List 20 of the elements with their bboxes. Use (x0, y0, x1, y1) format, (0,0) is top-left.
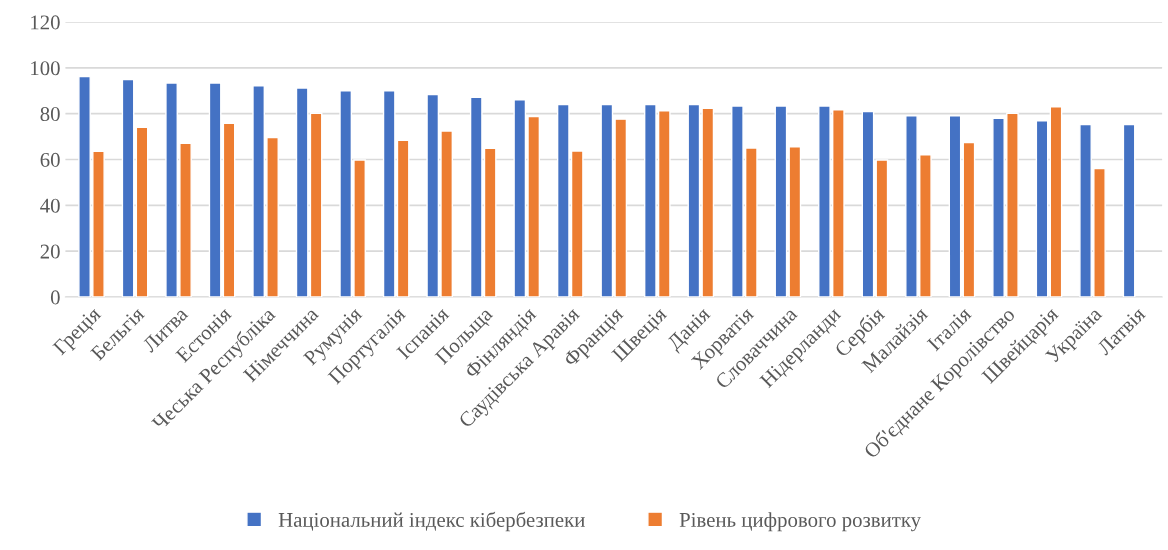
y-tick-label: 100 (31, 61, 60, 76)
bar (875, 159, 889, 297)
bar (1035, 120, 1049, 297)
bar (121, 78, 135, 297)
bar (1122, 123, 1136, 297)
y-tick-label: 0 (50, 290, 60, 305)
y-tick-label: 80 (40, 107, 60, 122)
y-tick-label: 60 (40, 152, 60, 167)
bar (861, 110, 875, 297)
y-tick-label: 120 (31, 15, 60, 30)
bar (948, 115, 962, 297)
bar (1049, 106, 1063, 297)
bar (222, 122, 236, 297)
legend-label: Рівень цифрового розвитку (679, 512, 922, 532)
bar (208, 82, 222, 297)
y-tick-label: 20 (40, 244, 60, 259)
y-tick-label: 40 (40, 198, 60, 213)
bar (962, 141, 976, 297)
bar (135, 126, 149, 297)
legend-label: Національний індекс кібербезпеки (278, 511, 585, 532)
